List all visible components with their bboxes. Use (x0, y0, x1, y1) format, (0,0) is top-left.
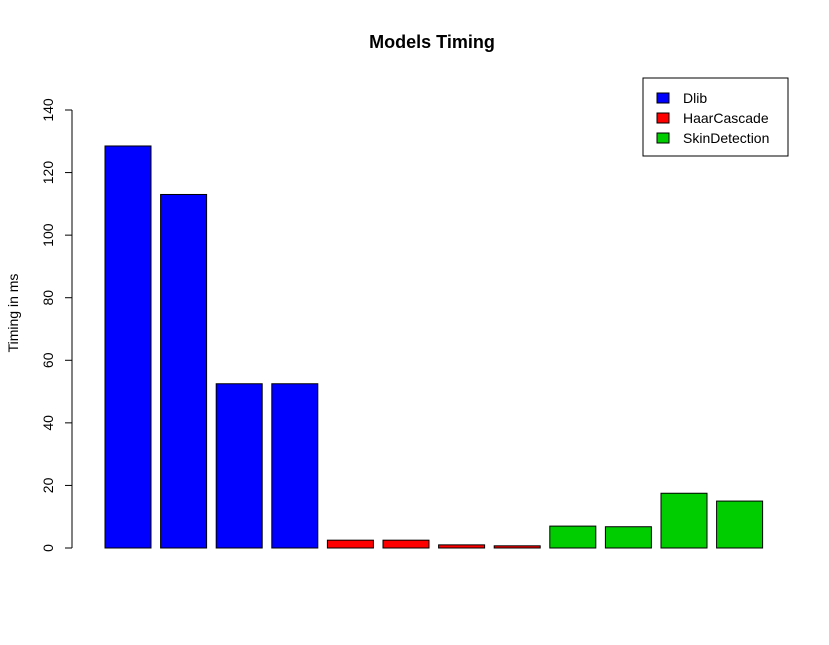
bar-haarcascade-2 (382, 539, 430, 549)
y-tick-label: 100 (40, 223, 56, 247)
bar-haarcascade-4 (493, 545, 541, 549)
legend-label-haarcascade: HaarCascade (683, 110, 769, 126)
y-axis: 0 20 40 60 80 100 120 140 (40, 98, 73, 552)
legend-label-dlib: Dlib (683, 90, 707, 106)
legend-swatch-dlib (656, 92, 670, 104)
bar-skindetection-2 (604, 526, 652, 549)
bar-haarcascade-3 (438, 544, 486, 549)
y-tick-label: 20 (40, 477, 56, 493)
y-tick-label: 0 (40, 544, 56, 552)
legend: Dlib HaarCascade SkinDetection (642, 77, 789, 157)
bar-dlib-2 (160, 193, 208, 549)
legend-swatch-haarcascade (656, 112, 670, 124)
bar-dlib-1 (104, 145, 152, 549)
legend-swatch-skindetection (656, 132, 670, 144)
bar-skindetection-3 (660, 492, 708, 549)
y-tick-label: 120 (40, 161, 56, 185)
bar-haarcascade-1 (326, 539, 374, 549)
bar-dlib-4 (271, 383, 319, 549)
chart-title: Models Timing (369, 32, 495, 52)
y-tick-label: 40 (40, 415, 56, 431)
bar-dlib-3 (215, 383, 263, 549)
y-tick-label: 60 (40, 352, 56, 368)
y-axis-label: Timing in ms (5, 274, 21, 353)
bar-skindetection-1 (549, 525, 597, 549)
bar-skindetection-4 (716, 500, 764, 549)
legend-label-skindetection: SkinDetection (683, 130, 769, 146)
y-tick-label: 80 (40, 290, 56, 306)
y-tick-label: 140 (40, 98, 56, 122)
bars-group (104, 145, 764, 549)
